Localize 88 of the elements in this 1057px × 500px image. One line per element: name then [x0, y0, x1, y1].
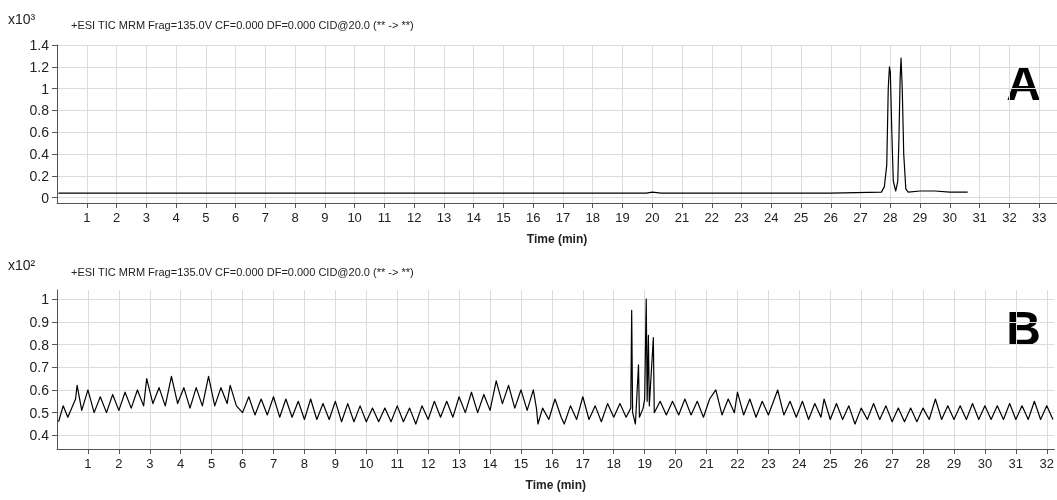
x-tick-label: 32: [1002, 210, 1017, 225]
x-tick-label: 10: [359, 456, 374, 471]
x-tick-label: 26: [853, 456, 869, 471]
line-series: [57, 298, 1054, 425]
x-tick-label: 6: [231, 210, 240, 225]
x-tick-label: 20: [645, 210, 660, 225]
x-tick-label: 26: [823, 210, 839, 225]
x-tick-label: 24: [792, 456, 807, 471]
x-axis-title: Time (min): [526, 232, 588, 246]
x-tick-label: 2: [115, 456, 123, 471]
x-tick-label: 19: [615, 210, 630, 225]
x-tick-label: 5: [208, 456, 216, 471]
x-tick-label: 21: [674, 210, 690, 225]
x-axis-title: Time (min): [525, 478, 586, 492]
x-tick-label: 30: [977, 456, 993, 471]
x-tick-label: 28: [915, 456, 931, 471]
x-tick-label: 4: [177, 456, 185, 471]
x-tick-label: 22: [730, 456, 745, 471]
x-tick-label: 16: [544, 456, 560, 471]
x-tick-label: 31: [1008, 456, 1024, 471]
x-tick-label: 15: [513, 456, 529, 471]
chart-title: +ESI TIC MRM Frag=135.0V CF=0.000 DF=0.000 CID@20.0 (** -> **): [71, 18, 414, 31]
y-tick-label: 0.5: [29, 404, 50, 421]
x-tick-label: 4: [172, 210, 180, 225]
x-tick-label: 13: [451, 456, 467, 471]
x-tick-label: 7: [269, 456, 278, 471]
y-tick-label: 0.8: [29, 102, 50, 119]
line-series: [57, 57, 969, 194]
x-tick-label: 6: [238, 456, 247, 471]
x-tick-label: 3: [146, 456, 154, 471]
x-tick-label: 3: [142, 210, 150, 225]
x-tick-label: 29: [946, 456, 962, 471]
y-tick-label: 1: [41, 291, 50, 308]
y-tick-label: 0.4: [29, 145, 50, 162]
y-tick-label: 0.9: [29, 313, 50, 330]
y-tick-label: 0.6: [29, 124, 50, 141]
x-tick-label: 11: [377, 210, 392, 225]
y-tick-label: 1.2: [29, 58, 50, 75]
x-tick-label: 8: [300, 456, 309, 471]
y-tick-label: 1.4: [29, 37, 50, 53]
x-tick-label: 9: [321, 210, 329, 225]
x-tick-label: 27: [884, 456, 900, 471]
chart-title: +ESI TIC MRM Frag=135.0V CF=0.000 DF=0.000 CID@20.0 (** -> **): [71, 265, 414, 278]
x-tick-label: 24: [764, 210, 779, 225]
x-tick-label: 17: [575, 456, 591, 471]
x-tick-label: 2: [112, 210, 121, 225]
x-tick-label: 20: [668, 456, 683, 471]
x-tick-label: 11: [390, 456, 404, 471]
y-tick-label: 0: [41, 189, 50, 206]
x-tick-label: 32: [1039, 456, 1054, 471]
x-tick-label: 19: [637, 456, 652, 471]
x-tick-label: 25: [823, 456, 838, 471]
x-tick-label: 12: [420, 456, 436, 471]
x-tick-label: 22: [704, 210, 719, 225]
x-tick-label: 14: [482, 456, 498, 471]
y-tick-label: 0.7: [29, 359, 50, 376]
y-tick-label: 0.8: [29, 336, 50, 353]
x-tick-label: 12: [406, 210, 422, 225]
x-tick-label: 23: [761, 456, 776, 471]
x-tick-label: 25: [793, 210, 809, 225]
x-tick-label: 33: [1031, 210, 1047, 225]
x-tick-label: 13: [436, 210, 452, 225]
y-tick-label: 0.2: [29, 167, 50, 184]
x-tick-label: 8: [291, 210, 299, 225]
x-tick-label: 30: [942, 210, 958, 225]
x-tick-label: 28: [883, 210, 898, 225]
y-tick-label: 1: [41, 80, 50, 97]
x-tick-label: 9: [331, 456, 339, 471]
x-tick-label: 18: [606, 456, 621, 471]
x-tick-label: 1: [83, 210, 91, 225]
y-axis-title: x10³: [8, 11, 36, 27]
x-tick-label: 15: [496, 210, 511, 225]
x-tick-label: 31: [972, 210, 987, 225]
x-tick-label: 17: [555, 210, 571, 225]
x-tick-label: 29: [912, 210, 928, 225]
y-tick-label: 0.4: [29, 427, 50, 444]
x-tick-label: 10: [347, 210, 362, 225]
x-tick-label: 21: [699, 456, 714, 471]
x-tick-label: 27: [853, 210, 868, 225]
x-tick-label: 1: [84, 456, 92, 471]
x-tick-label: 16: [525, 210, 541, 225]
y-tick-label: 0.6: [29, 381, 50, 398]
x-tick-label: 14: [466, 210, 481, 225]
x-tick-label: 18: [585, 210, 600, 225]
x-tick-label: 5: [202, 210, 210, 225]
y-axis-title: x10²: [8, 257, 36, 273]
x-tick-label: 23: [734, 210, 749, 225]
x-tick-label: 7: [261, 210, 269, 225]
